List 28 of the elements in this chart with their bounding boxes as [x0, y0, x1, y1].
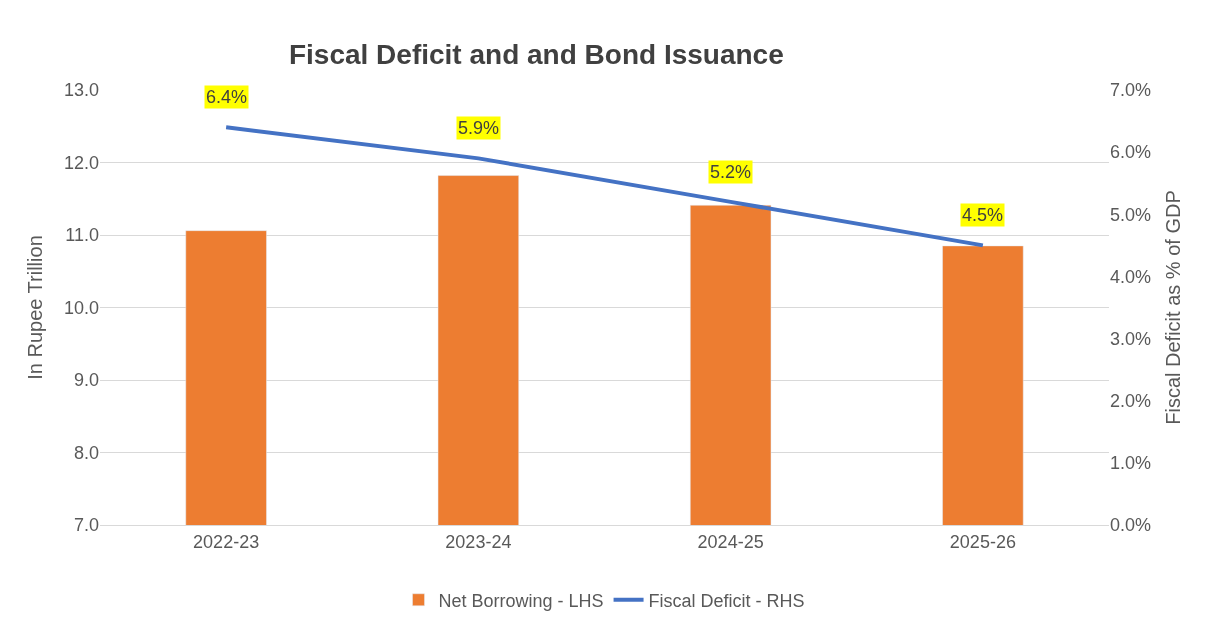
y2-tick-label: 7.0% [1110, 80, 1152, 101]
y-tick-label: 9.0 [73, 370, 99, 391]
x-tick-label: 2024-25 [697, 531, 764, 552]
y-tick-label: 10.0 [63, 297, 99, 318]
y2-tick-label: 2.0% [1110, 391, 1152, 412]
data-label: 4.5% [962, 205, 1004, 225]
y2-tick-label: 3.0% [1110, 328, 1152, 349]
y2-tick-label: 1.0% [1110, 453, 1152, 474]
y-tick-label: 12.0 [63, 152, 99, 173]
y-tick-label: 8.0 [73, 442, 99, 463]
y2-tick-label: 6.0% [1110, 142, 1152, 163]
x-tick-label: 2023-24 [445, 531, 512, 552]
y-tick-label: 11.0 [65, 225, 99, 246]
y2-tick-label: 4.0% [1110, 266, 1152, 287]
y-tick-label: 13.0 [63, 80, 99, 101]
data-label: 6.4% [206, 87, 248, 107]
y-axis-title: In Rupee Trillion [24, 235, 47, 380]
y2-tick-label: 5.0% [1110, 204, 1152, 225]
chart-title: Fiscal Deficit and and Bond Issuance [288, 39, 784, 71]
y2-tick-label: 0.0% [1110, 515, 1152, 536]
legend-label: Fiscal Deficit - RHS [648, 590, 805, 611]
x-tick-label: 2022-23 [193, 531, 260, 552]
y-tick-label: 7.0 [73, 515, 99, 536]
y2-axis-title: Fiscal Deficit as % of GDP [1161, 190, 1184, 425]
data-label: 5.2% [710, 162, 752, 182]
legend-label: Net Borrowing - LHS [438, 590, 604, 611]
x-tick-label: 2025-26 [949, 531, 1016, 552]
data-label: 5.9% [458, 118, 500, 138]
